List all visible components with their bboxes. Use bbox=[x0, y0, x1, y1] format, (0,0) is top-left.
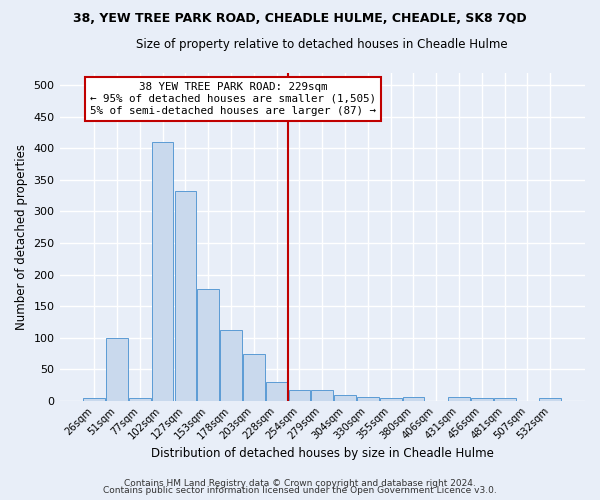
Bar bbox=[266, 382, 287, 401]
Bar bbox=[380, 398, 401, 401]
Bar bbox=[243, 354, 265, 401]
Bar bbox=[334, 394, 356, 401]
Bar bbox=[106, 338, 128, 401]
Text: 38 YEW TREE PARK ROAD: 229sqm
← 95% of detached houses are smaller (1,505)
5% of: 38 YEW TREE PARK ROAD: 229sqm ← 95% of d… bbox=[90, 82, 376, 116]
Text: Contains HM Land Registry data © Crown copyright and database right 2024.: Contains HM Land Registry data © Crown c… bbox=[124, 478, 476, 488]
Y-axis label: Number of detached properties: Number of detached properties bbox=[15, 144, 28, 330]
Text: Contains public sector information licensed under the Open Government Licence v3: Contains public sector information licen… bbox=[103, 486, 497, 495]
Bar bbox=[175, 190, 196, 401]
Bar bbox=[152, 142, 173, 401]
Bar bbox=[311, 390, 333, 401]
Bar bbox=[83, 398, 105, 401]
Bar bbox=[539, 398, 561, 401]
Bar bbox=[197, 288, 219, 401]
Bar bbox=[403, 397, 424, 401]
Title: Size of property relative to detached houses in Cheadle Hulme: Size of property relative to detached ho… bbox=[136, 38, 508, 51]
Bar bbox=[220, 330, 242, 401]
Bar bbox=[129, 398, 151, 401]
Text: 38, YEW TREE PARK ROAD, CHEADLE HULME, CHEADLE, SK8 7QD: 38, YEW TREE PARK ROAD, CHEADLE HULME, C… bbox=[73, 12, 527, 26]
Bar bbox=[448, 397, 470, 401]
X-axis label: Distribution of detached houses by size in Cheadle Hulme: Distribution of detached houses by size … bbox=[151, 447, 494, 460]
Bar bbox=[289, 390, 310, 401]
Bar bbox=[357, 397, 379, 401]
Bar bbox=[471, 398, 493, 401]
Bar bbox=[494, 398, 515, 401]
